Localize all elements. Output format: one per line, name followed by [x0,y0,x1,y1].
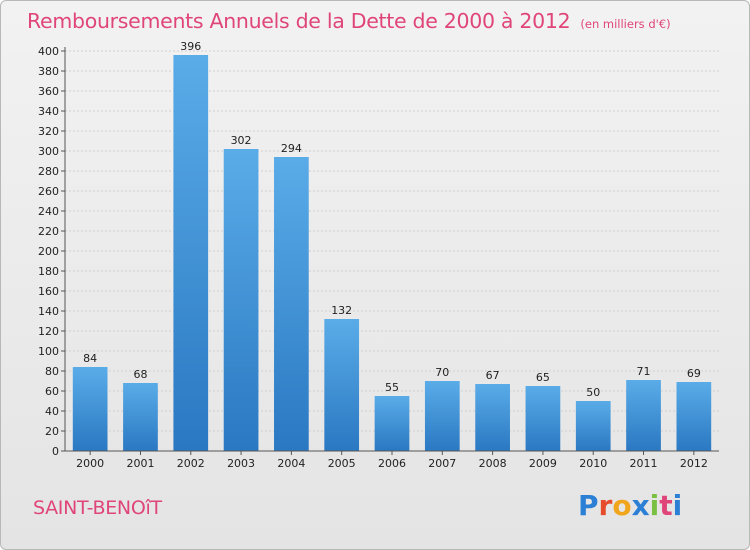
data-label-2005: 132 [331,304,352,317]
y-tick-label: 220 [38,225,59,238]
bar-2007 [424,381,460,451]
y-tick-label: 320 [38,125,59,138]
data-label-2006: 55 [385,381,399,394]
x-tick-label-2012: 2012 [680,457,708,470]
x-tick-label-2000: 2000 [76,457,104,470]
logo-letter: t [659,489,673,522]
y-tick-label: 180 [38,265,59,278]
bar-2009 [525,386,561,451]
x-tick-label-2001: 2001 [126,457,154,470]
data-label-2003: 302 [231,134,252,147]
x-tick-label-2009: 2009 [529,457,557,470]
bar-2006 [374,396,410,451]
proxiti-logo: Proxiti [578,489,682,522]
x-tick-label-2010: 2010 [579,457,607,470]
y-tick-label: 400 [38,45,59,58]
y-tick-label: 260 [38,185,59,198]
logo-letter: r [598,489,613,522]
y-tick-label: 40 [45,405,59,418]
logo-letter: o [612,489,632,522]
y-tick-label: 160 [38,285,59,298]
logo-letter: i [672,489,683,522]
bar-2004 [274,157,309,451]
data-label-2008: 67 [486,369,500,382]
y-tick-label: 20 [45,425,59,438]
x-tick-label-2002: 2002 [177,457,205,470]
x-tick-label-2003: 2003 [227,457,255,470]
y-tick-label: 380 [38,65,59,78]
y-tick-label: 100 [38,345,59,358]
data-label-2009: 65 [536,371,550,384]
commune-name: SAINT-BENOîT [33,497,162,519]
bar-2001 [123,383,158,451]
logo-letter: P [578,489,599,522]
logo-letter: i [649,489,660,522]
data-label-2007: 70 [435,366,449,379]
data-label-2000: 84 [83,352,97,365]
bar-2003 [223,149,259,451]
bar-2011 [626,380,661,451]
y-tick-label: 340 [38,105,59,118]
bar-2002 [173,55,209,451]
x-tick-label-2007: 2007 [428,457,456,470]
x-tick-label-2006: 2006 [378,457,406,470]
chart-title: Remboursements Annuels de la Dette de 20… [27,9,671,33]
y-tick-label: 80 [45,365,59,378]
x-tick-label-2008: 2008 [479,457,507,470]
chart-title-text: Remboursements Annuels de la Dette de 20… [27,9,571,33]
x-tick-label-2011: 2011 [630,457,658,470]
y-tick-label: 200 [38,245,59,258]
logo-letter: x [631,489,650,522]
data-label-2012: 69 [687,367,701,380]
y-tick-label: 360 [38,85,59,98]
unit-note: (en milliers d'€) [580,17,671,31]
y-tick-label: 120 [38,325,59,338]
x-tick-label-2004: 2004 [277,457,305,470]
y-tick-label: 240 [38,205,59,218]
y-tick-label: 140 [38,305,59,318]
data-label-2002: 396 [180,40,201,53]
bar-2012 [676,382,712,451]
bar-2005 [324,319,360,451]
y-tick-label: 280 [38,165,59,178]
data-label-2011: 71 [637,365,651,378]
data-label-2004: 294 [281,142,302,155]
y-tick-label: 300 [38,145,59,158]
data-label-2010: 50 [586,386,600,399]
x-tick-label-2005: 2005 [328,457,356,470]
y-tick-label: 0 [52,445,59,458]
data-label-2001: 68 [133,368,147,381]
bar-2000 [72,367,108,451]
bar-2010 [575,401,611,451]
y-tick-label: 60 [45,385,59,398]
bar-2008 [475,384,510,451]
